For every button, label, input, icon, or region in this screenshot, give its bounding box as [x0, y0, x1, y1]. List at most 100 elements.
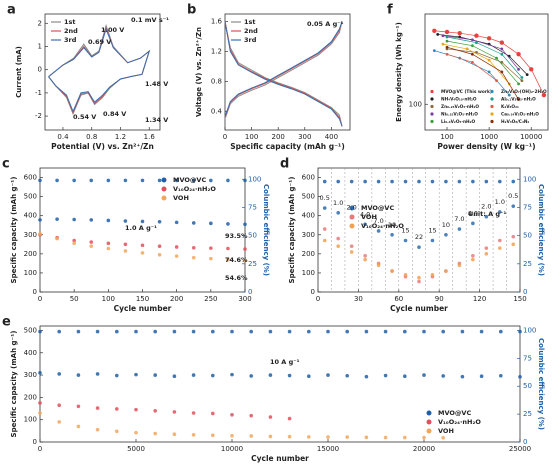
point: [520, 79, 524, 82]
annotation: 74.6%: [225, 256, 248, 264]
y-tick-label: 200: [24, 393, 37, 401]
point: [345, 373, 350, 378]
point: [516, 52, 521, 57]
point: [457, 263, 462, 268]
point: [403, 179, 408, 184]
point: [140, 251, 145, 255]
x-tick-label: 150: [136, 295, 149, 303]
point: [209, 221, 213, 226]
plot-frame: [44, 13, 161, 131]
rate-label: 0.5: [508, 192, 518, 200]
legend-swatch: [426, 419, 432, 425]
y-tick-label: 100: [24, 416, 37, 424]
point: [484, 179, 489, 184]
legend-label: Ni₀.₂₅V₂O₅·nH₂O: [441, 112, 478, 118]
point: [363, 253, 367, 258]
point: [287, 434, 292, 439]
point: [55, 178, 59, 183]
y-tick-label: 100: [302, 269, 315, 277]
panel-label: a: [7, 3, 16, 18]
point: [226, 178, 230, 183]
point: [249, 329, 253, 334]
point: [518, 375, 522, 379]
point: [287, 373, 292, 378]
panel-label: f: [387, 3, 393, 18]
point: [345, 329, 350, 334]
y-tick-label: 200: [24, 250, 37, 258]
point: [383, 329, 388, 334]
point: [390, 269, 394, 273]
point: [484, 246, 489, 250]
legend-label: VOH: [361, 213, 377, 221]
y-tick-label: 600: [302, 174, 315, 182]
y-tick-label: 300: [24, 231, 37, 239]
legend-label: Zn₃V₂O₇(OH)₂·2H₂O: [501, 89, 547, 95]
point: [517, 98, 520, 101]
legend-label: K₂V₈O₂₁: [501, 104, 519, 110]
point: [390, 232, 394, 237]
point: [230, 412, 234, 417]
point: [403, 238, 408, 243]
plot-frame: [317, 167, 521, 293]
point: [471, 179, 475, 184]
y-tick-label: 0: [33, 438, 37, 446]
legend-swatch: [430, 97, 434, 101]
annotation: 10 A g⁻¹: [270, 358, 300, 366]
point: [191, 221, 196, 225]
point: [307, 374, 311, 378]
point: [106, 246, 111, 251]
point: [326, 435, 330, 439]
point: [157, 178, 162, 183]
x-tick-label: 300: [238, 295, 251, 303]
point: [471, 221, 475, 226]
x-tick-label: 100: [102, 295, 115, 303]
point: [55, 236, 59, 241]
panel-label: c: [2, 157, 10, 172]
point: [430, 238, 435, 243]
legend-swatch: [349, 223, 355, 229]
point: [517, 82, 520, 86]
point: [417, 275, 421, 280]
legend-label: NH₄V₄O₁₀·nH₂O: [441, 97, 477, 103]
legend-label: 3rd: [64, 36, 77, 44]
x-tick-label: 400: [325, 133, 338, 141]
legend-label: 2nd: [244, 27, 258, 35]
point: [484, 252, 489, 256]
y-tick-label: 100: [409, 100, 422, 108]
point: [153, 408, 157, 413]
point: [470, 60, 474, 64]
point: [249, 434, 253, 438]
rate-label: 4.0: [468, 209, 478, 217]
point: [518, 329, 522, 334]
point: [115, 407, 119, 411]
point: [376, 179, 381, 184]
point: [134, 430, 138, 435]
y-tick-label: 1.2: [211, 47, 222, 55]
y-tick-label: 0.8: [211, 77, 222, 85]
point: [322, 227, 327, 231]
point: [500, 52, 504, 56]
legend-label: MVO@VC: [173, 176, 206, 184]
point: [495, 79, 498, 82]
y-axis-label: Specific capacity (mAh g⁻¹): [10, 177, 18, 284]
point: [349, 244, 354, 249]
y-tick-label: 400: [24, 349, 37, 357]
point: [498, 238, 502, 243]
point: [172, 374, 177, 378]
legend-label: V₁₀O₂₄·nH₂O: [361, 222, 404, 230]
series-line: [224, 21, 343, 127]
point: [444, 179, 448, 184]
annotation: 54.6%: [225, 274, 248, 282]
point: [76, 424, 81, 429]
y2-tick-label: 75: [523, 354, 532, 362]
series-line: [224, 21, 343, 127]
x-tick-label: 5000: [127, 445, 145, 453]
y-axis-label: Specific capacity (mAh g⁻¹): [288, 177, 296, 284]
point: [72, 241, 76, 246]
point: [191, 433, 196, 437]
x-tick-label: 1000: [480, 133, 498, 141]
y2-axis-label: Columbic efficiency (%): [537, 184, 545, 276]
point: [211, 329, 215, 334]
annotation: 1.34 V: [145, 116, 168, 124]
